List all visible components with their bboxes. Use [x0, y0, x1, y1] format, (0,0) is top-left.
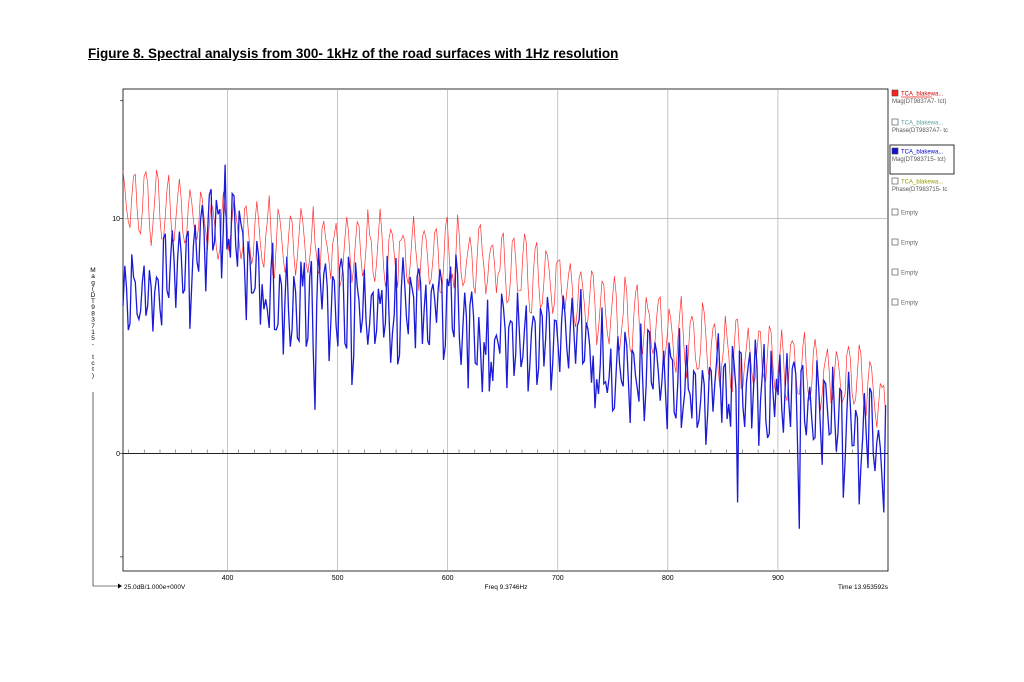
x-axis-label: Freq 9.3746Hz — [485, 584, 528, 591]
y-axis-label-char: 1 — [91, 329, 95, 336]
legend-checkbox[interactable] — [891, 298, 899, 306]
legend-subtitle: Phase(DT983715- tc — [892, 187, 947, 193]
legend-name: TCA_blakewa... — [901, 150, 944, 156]
legend-subtitle: Mag(DT9837A7- tct) — [892, 99, 946, 105]
figure-title: Figure 8. Spectral analysis from 300- 1k… — [88, 46, 619, 61]
y-axis-label-char: g — [91, 279, 95, 286]
legend-checkbox[interactable] — [891, 118, 899, 126]
x-tick-label: 700 — [552, 575, 564, 582]
legend-name: Empty — [901, 271, 918, 277]
legend-name: Empty — [901, 241, 918, 247]
legend-name: Empty — [901, 211, 918, 217]
y-axis-label-char: ( — [92, 286, 95, 293]
legend-item[interactable]: TCA_blakewa...Mag(DT9837A7- tct) — [891, 89, 946, 105]
y-scale-label: 25.0dB/1.000e+000V — [124, 584, 186, 591]
legend-item-selected-frame — [889, 144, 955, 175]
y-axis-label-char: - — [92, 341, 94, 348]
legend-checkbox[interactable] — [891, 177, 899, 185]
axis-arrow-icon — [118, 583, 122, 589]
legend-item[interactable]: TCA_blakewa...Phase(DT9837A7- tc — [891, 118, 948, 134]
time-label: Time 13.953592s — [838, 584, 889, 591]
y-axis-label-char: 7 — [91, 323, 95, 330]
legend-name: TCA_blakewa... — [901, 180, 944, 186]
legend-name: TCA_blakewa... — [901, 121, 944, 127]
y-axis-label-char: a — [91, 273, 95, 280]
x-tick-label: 600 — [442, 575, 454, 582]
legend-checkbox[interactable] — [891, 147, 899, 155]
y-axis-label-char: 3 — [91, 317, 95, 324]
y-axis-label-char: D — [91, 292, 96, 299]
y-tick-label: 10 — [112, 216, 120, 223]
legend-item[interactable]: TCA_blakewa...Phase(DT983715- tc — [891, 177, 947, 193]
legend-name: TCA_blakewa... — [901, 92, 944, 98]
legend-name: Empty — [901, 301, 918, 307]
series-line — [122, 164, 887, 529]
axis-bracket-line — [92, 392, 118, 587]
y-axis-label-char: ) — [92, 372, 94, 379]
legend-item[interactable]: Empty — [891, 208, 918, 217]
legend-subtitle: Mag(DT983715- tct) — [892, 157, 946, 163]
legend-checkbox[interactable] — [891, 89, 899, 97]
x-tick-label: 800 — [662, 575, 674, 582]
y-axis-label-char: M — [90, 267, 95, 274]
x-tick-label: 500 — [332, 575, 344, 582]
legend-checkbox[interactable] — [891, 238, 899, 246]
legend-item[interactable]: Empty — [891, 298, 918, 307]
y-axis-label-char: 8 — [91, 310, 95, 317]
y-tick-label: 0 — [116, 451, 120, 458]
legend-checkbox[interactable] — [891, 268, 899, 276]
legend-item[interactable]: TCA_blakewa...Mag(DT983715- tct) — [889, 144, 955, 175]
y-axis-label-char: t — [92, 354, 94, 361]
legend-subtitle: Phase(DT9837A7- tc — [892, 128, 948, 134]
legend-checkbox[interactable] — [891, 208, 899, 216]
series-line — [122, 169, 886, 428]
y-axis-label-char: t — [92, 366, 94, 373]
x-tick-label: 900 — [772, 575, 784, 582]
y-axis-label-char: T — [91, 298, 95, 305]
legend-item[interactable]: Empty — [891, 238, 918, 247]
y-axis-label-char: 5 — [91, 335, 95, 342]
x-tick-label: 400 — [222, 575, 234, 582]
y-axis-label-char: c — [91, 360, 95, 367]
y-axis-label-char: 9 — [91, 304, 95, 311]
legend-item[interactable]: Empty — [891, 268, 918, 277]
